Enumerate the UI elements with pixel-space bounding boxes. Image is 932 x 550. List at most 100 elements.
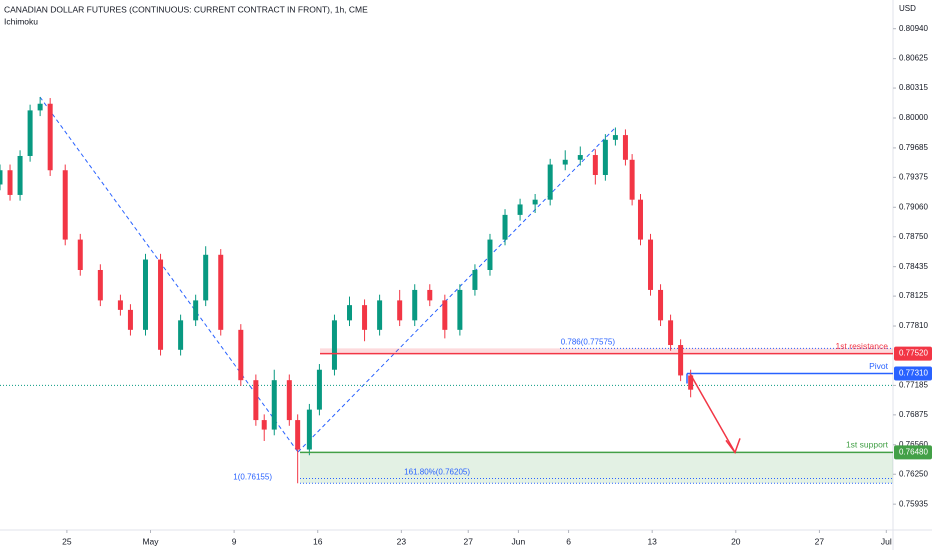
projection-arrow <box>689 373 736 453</box>
candle-body <box>602 139 608 175</box>
candle-body <box>532 199 538 205</box>
x-tick-label: 23 <box>397 536 407 546</box>
x-tick-label: 13 <box>647 536 657 546</box>
candle-body <box>658 289 664 321</box>
candle-body <box>238 329 244 381</box>
candle-body <box>306 409 312 450</box>
candle-body <box>331 320 337 370</box>
candle-body <box>688 375 694 390</box>
y-tick-label: 0.78750 <box>899 232 928 241</box>
candle-body <box>158 259 164 350</box>
candle-body <box>286 380 292 421</box>
candle-body <box>668 320 674 346</box>
x-tick-label: Jun <box>512 536 526 546</box>
x-tick-label: 27 <box>815 536 825 546</box>
y-tick-label: 0.77810 <box>899 321 928 330</box>
level-axis-box <box>894 366 932 381</box>
x-tick-label: 6 <box>566 536 571 546</box>
candle-body <box>678 345 684 376</box>
candle-body <box>612 135 618 140</box>
level-name: 1st support <box>846 440 889 450</box>
candle-body <box>62 170 68 240</box>
candle-body <box>47 103 53 171</box>
y-tick-label: 0.76250 <box>899 469 928 478</box>
y-tick-label: 0.80315 <box>899 83 928 92</box>
candle-body <box>412 289 418 321</box>
candle-body <box>218 254 224 330</box>
candle-body <box>377 300 383 330</box>
y-tick-label: 0.79685 <box>899 143 928 152</box>
candle-body <box>622 135 628 160</box>
candle-body <box>127 309 133 330</box>
candle-body <box>442 300 448 330</box>
fib-label: 161.80%(0.76205) <box>404 468 470 477</box>
projection-arrowhead <box>725 438 741 454</box>
level-name: 1st resistance <box>836 341 889 351</box>
indicator-name: Ichimoku <box>4 16 38 26</box>
level-name: Pivot <box>869 361 889 371</box>
candle-body <box>0 170 3 185</box>
y-tick-label: 0.75935 <box>899 499 928 508</box>
candle-body <box>27 110 33 156</box>
candle-body <box>7 170 13 195</box>
trend-line <box>297 127 616 453</box>
y-tick-label: 0.76560 <box>899 440 928 449</box>
x-tick-label: May <box>142 536 159 546</box>
candle-body <box>193 300 199 321</box>
chart-title: CANADIAN DOLLAR FUTURES (CONTINUOUS: CUR… <box>4 4 368 14</box>
candle-body <box>178 320 184 350</box>
y-tick-label: 0.80625 <box>899 54 928 63</box>
candle-body <box>97 269 103 301</box>
candle-body <box>487 239 493 270</box>
x-tick-label: 27 <box>464 536 474 546</box>
candle-body <box>397 300 403 321</box>
fib-label: 1(0.76155) <box>233 472 272 481</box>
level-axis-box <box>894 346 932 361</box>
candle-body <box>271 380 277 430</box>
x-tick-label: 20 <box>731 536 741 546</box>
x-tick-label: 25 <box>62 536 72 546</box>
candle-body <box>472 269 478 290</box>
y-tick-label: 0.80000 <box>899 113 928 122</box>
x-tick-label: 16 <box>313 536 323 546</box>
y-tick-label: 0.77185 <box>899 381 928 390</box>
candle-body <box>37 103 43 111</box>
y-tick-label: 0.79060 <box>899 202 928 211</box>
candle-body <box>517 204 523 215</box>
x-tick-label: Jul <box>881 536 892 546</box>
candle-body <box>142 259 148 330</box>
y-tick-label: 0.79375 <box>899 172 928 181</box>
candle-body <box>77 239 83 270</box>
fib-label: 0.786(0.77575) <box>561 337 616 346</box>
candle-body <box>562 159 568 165</box>
candle-body <box>295 420 301 450</box>
candle-body <box>362 305 368 330</box>
candle-body <box>592 155 598 175</box>
candle-body <box>17 155 23 195</box>
candle-body <box>648 239 654 290</box>
candle-body <box>427 289 433 301</box>
candle-body <box>316 369 322 410</box>
y-tick-label: 0.78125 <box>899 291 928 300</box>
candle-body <box>577 155 583 160</box>
level-axis-label: 0.77310 <box>899 369 928 378</box>
resistance-zone <box>320 348 893 354</box>
level-axis-box <box>894 445 932 460</box>
candle-body <box>347 305 353 321</box>
candle-body <box>547 164 553 200</box>
y-tick-label: 0.80940 <box>899 24 928 33</box>
y-axis-label: USD <box>899 4 916 13</box>
candle-body <box>629 159 635 200</box>
x-tick-label: 9 <box>232 536 237 546</box>
candle-body <box>253 380 259 421</box>
candle-body <box>261 420 267 430</box>
y-tick-label: 0.78435 <box>899 262 928 271</box>
y-tick-label: 0.76875 <box>899 410 928 419</box>
candle-body <box>203 254 209 301</box>
support-zone <box>300 452 893 484</box>
candle-body <box>117 300 123 310</box>
candle-body <box>502 214 508 240</box>
